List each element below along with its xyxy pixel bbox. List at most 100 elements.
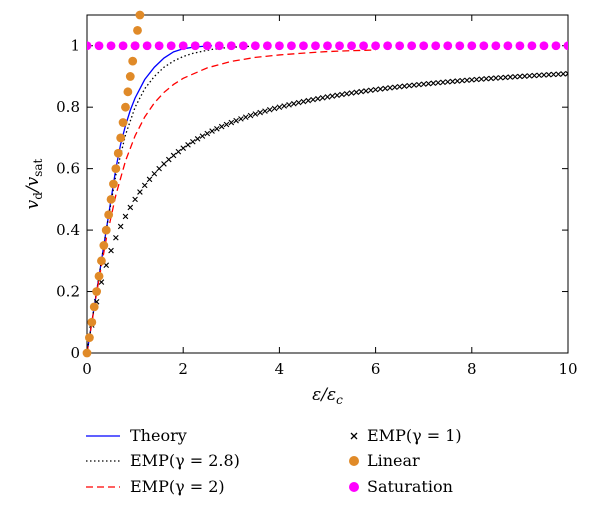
x-marker (512, 73, 518, 80)
legend-swatch (350, 432, 358, 440)
circle-marker (419, 41, 429, 51)
circle-marker (515, 41, 525, 51)
circle-marker (287, 41, 296, 51)
x-marker (473, 76, 480, 83)
series-saturation (87, 41, 568, 51)
x-marker (286, 102, 292, 108)
x-marker (430, 80, 437, 86)
y-tick-label: 0.4 (56, 221, 80, 239)
y-label-part: /v (23, 176, 43, 194)
circle-marker (109, 179, 118, 189)
x-marker (132, 196, 138, 203)
x-marker (190, 138, 196, 145)
circle-marker (563, 41, 568, 51)
x-marker (199, 133, 206, 139)
x-marker (358, 88, 364, 95)
x-marker (478, 76, 485, 82)
circle-marker (467, 41, 477, 51)
circle-marker (166, 41, 176, 51)
x-marker (276, 104, 283, 110)
circle-marker (226, 41, 236, 51)
legend-label: EMP(γ = 1) (367, 426, 462, 445)
x-marker (459, 77, 465, 84)
legend-label: Linear (367, 451, 420, 470)
circle-marker (527, 41, 537, 51)
circle-marker (503, 41, 513, 51)
legend-label: EMP(γ = 2.8) (130, 451, 240, 470)
circle-marker (87, 317, 97, 327)
circle-marker (133, 25, 142, 35)
x-marker (411, 82, 417, 88)
x-marker (271, 105, 278, 112)
x-marker (565, 70, 568, 77)
circle-marker (202, 41, 212, 51)
circle-marker (154, 41, 164, 51)
y-tick-label: 0.6 (56, 160, 80, 178)
circle-marker (407, 41, 417, 51)
x-marker (363, 88, 369, 94)
x-marker (117, 223, 124, 230)
x-marker (483, 75, 490, 82)
circle-marker (371, 41, 380, 51)
x-marker (493, 75, 499, 81)
x-marker (175, 148, 182, 155)
x-marker (242, 114, 249, 120)
circle-marker (383, 41, 393, 51)
circle-marker (82, 348, 92, 358)
circle-marker (89, 302, 99, 312)
x-marker (545, 71, 552, 78)
x-marker (401, 83, 408, 89)
circle-marker (443, 41, 453, 51)
legend-label: EMP(γ = 2) (130, 477, 225, 496)
circle-marker (178, 41, 188, 51)
circle-marker (106, 41, 116, 51)
x-marker (146, 176, 153, 183)
circle-marker (97, 256, 106, 266)
circle-marker (87, 41, 92, 51)
x-marker (420, 81, 427, 87)
x-marker (252, 111, 259, 117)
circle-marker (118, 41, 128, 51)
x-marker (295, 99, 302, 106)
axis-ticks: 0 2 4 6 8 10 0 0.2 0.4 0.6 0.8 1 (56, 15, 578, 378)
circle-marker (94, 271, 104, 281)
circle-marker (190, 41, 200, 51)
x-tick-label: 6 (371, 360, 381, 378)
x-tick-label: 10 (558, 360, 577, 378)
x-marker (507, 74, 514, 80)
x-marker (305, 97, 312, 104)
x-axis-label: ε/εc (312, 385, 343, 407)
circle-marker (359, 41, 368, 51)
legend-label: Saturation (367, 477, 453, 496)
circle-marker (262, 41, 272, 51)
x-marker (141, 182, 148, 189)
x-marker (541, 72, 547, 78)
x-marker (180, 145, 186, 151)
x-marker (449, 78, 456, 85)
circle-marker (238, 41, 248, 51)
legend-swatch (349, 482, 359, 492)
circle-marker (275, 41, 284, 51)
y-tick-label: 0 (70, 344, 80, 362)
x-marker (266, 106, 273, 113)
circle-marker (299, 41, 308, 51)
legend: Theory EMP(γ = 2.8) EMP(γ = 2) EMP(γ = 1) Li… (86, 426, 462, 496)
legend-label: Theory (130, 426, 187, 445)
x-marker (185, 142, 191, 148)
circle-marker (111, 164, 121, 174)
x-marker (392, 84, 398, 91)
x-marker (517, 73, 523, 80)
x-marker (233, 117, 239, 124)
x-marker (377, 86, 384, 92)
x-marker (151, 170, 158, 177)
x-marker (262, 108, 268, 114)
circle-marker (347, 41, 356, 51)
x-marker (165, 156, 172, 163)
legend-swatch (349, 456, 359, 466)
x-marker (531, 72, 538, 79)
x-marker (310, 96, 316, 103)
series-line-emp28 (87, 45, 256, 353)
x-marker (521, 73, 528, 79)
x-marker (444, 79, 451, 85)
x-marker (223, 121, 230, 128)
